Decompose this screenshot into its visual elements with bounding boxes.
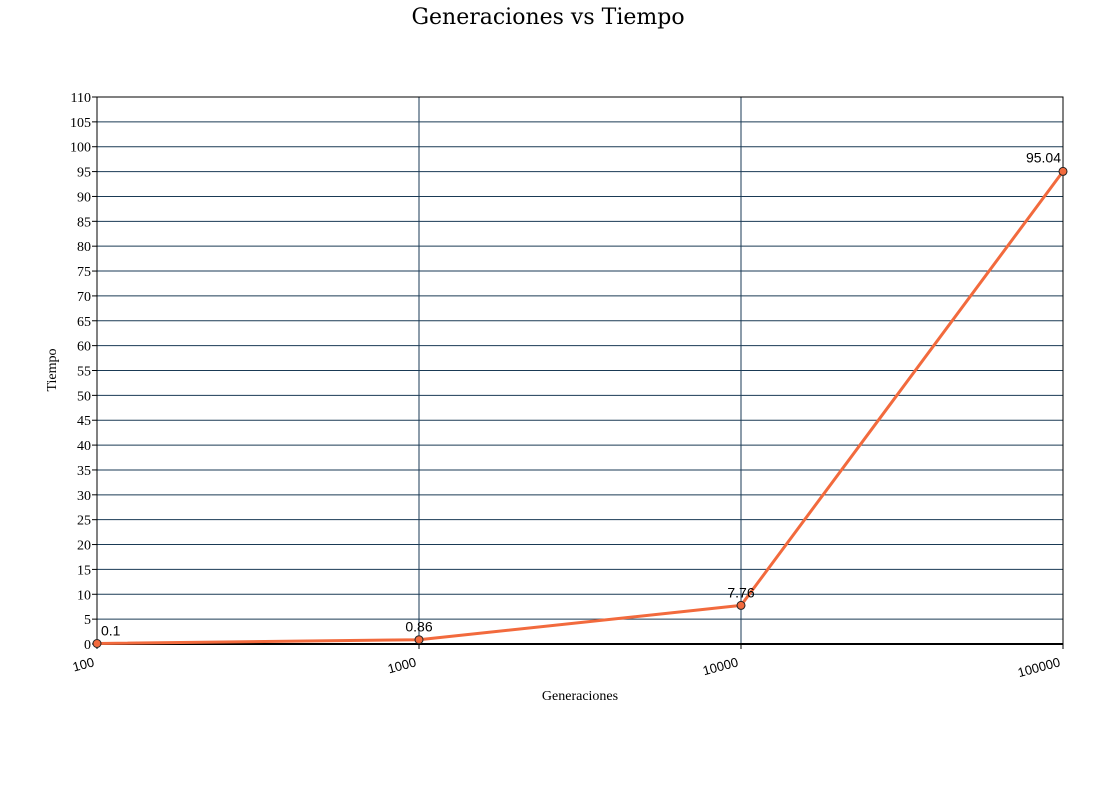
y-tick-label: 5 [84, 613, 91, 628]
x-tick-label: 100000 [1016, 654, 1062, 680]
y-axis: 0 5 10 15 20 25 30 35 40 45 50 55 60 65 70 75 80 85 90 95 10… [70, 91, 97, 653]
data-point [736, 600, 746, 610]
data-label: 0.86 [405, 619, 432, 635]
y-tick-label: 50 [77, 389, 91, 404]
series-group: 0.1 0.86 7.76 95.04 [92, 149, 1068, 649]
y-tick-label: 90 [77, 190, 91, 205]
series-line [96, 170, 1065, 646]
y-tick-label: 20 [77, 539, 91, 554]
chart-title: Generaciones vs Tiempo [411, 5, 684, 30]
data-point [414, 635, 424, 645]
data-point [1058, 166, 1068, 176]
y-tick-label: 60 [77, 340, 91, 355]
x-axis: 100 1000 10000 100000 [71, 644, 1064, 680]
y-tick-label: 80 [77, 240, 91, 255]
x-tick-label: 1000 [386, 654, 418, 676]
data-point [92, 639, 102, 649]
y-tick-label: 65 [77, 315, 91, 330]
y-axis-label: Tiempo [45, 348, 60, 391]
y-tick-label: 75 [77, 265, 91, 280]
y-tick-label: 45 [77, 414, 91, 429]
y-tick-label: 100 [70, 141, 91, 156]
y-tick-label: 95 [77, 166, 91, 181]
x-tick-label: 10000 [701, 654, 740, 678]
data-label: 7.76 [727, 584, 754, 600]
y-tick-label: 55 [77, 365, 91, 380]
y-tick-label: 40 [77, 439, 91, 454]
y-tick-label: 30 [77, 489, 91, 504]
y-tick-label: 25 [77, 514, 91, 529]
y-tick-label: 35 [77, 464, 91, 479]
y-tick-label: 110 [71, 91, 91, 106]
data-label: 0.1 [101, 623, 121, 639]
x-tick-label: 100 [71, 654, 96, 674]
x-axis-label: Generaciones [542, 689, 618, 704]
grid-lines [96, 96, 1064, 645]
y-tick-label: 15 [77, 563, 91, 578]
y-tick-label: 85 [77, 215, 91, 230]
y-tick-label: 0 [84, 638, 91, 653]
y-tick-label: 105 [70, 116, 91, 131]
data-label: 95.04 [1026, 149, 1061, 165]
y-tick-label: 70 [77, 290, 91, 305]
y-tick-label: 10 [77, 588, 91, 603]
